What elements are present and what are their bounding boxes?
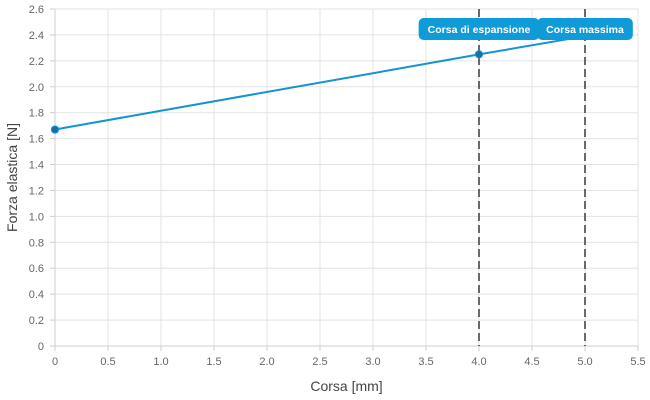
axes	[50, 8, 639, 351]
y-axis-title: Forza elastica [N]	[4, 123, 20, 232]
y-tick-label: 1.4	[29, 160, 44, 172]
annotation-label: Corsa massima	[546, 24, 624, 36]
y-tick-labels: 0 0.2 0.4 0.6 0.8 1.0 1.2 1.4 1.6 1.8 2.0 2.2 2.4 2.6	[29, 4, 44, 353]
x-tick-label: 1.0	[153, 356, 168, 368]
x-tick-label: 2.0	[259, 356, 274, 368]
y-tick-label: 2.4	[29, 30, 44, 42]
data-point	[474, 50, 484, 59]
y-tick-label: 0	[38, 341, 44, 353]
y-tick-label: 2.2	[29, 56, 44, 68]
x-tick-label: 3.5	[418, 356, 433, 368]
x-tick-label: 5.0	[577, 356, 592, 368]
x-tick-label: 0	[52, 356, 58, 368]
data-point	[50, 125, 60, 134]
y-tick-label: 1.2	[29, 185, 44, 197]
x-tick-label: 4.5	[524, 356, 539, 368]
annotation-lines	[478, 9, 586, 346]
annotation-badge-bg	[537, 18, 633, 40]
y-tick-label: 1.8	[29, 108, 44, 120]
x-tick-labels: 0 0.5 1.0 1.5 2.0 2.5 3.0 3.5 4.0 4.5 5.0 5.5	[52, 356, 646, 368]
annotation-label: Corsa di espansione	[428, 24, 531, 36]
x-axis-title: Corsa [mm]	[310, 378, 382, 394]
annotation-badge-bg	[418, 18, 540, 40]
y-tick-label: 1.6	[29, 134, 44, 146]
y-tick-label: 0.2	[29, 315, 44, 327]
y-tick-label: 2.0	[29, 82, 44, 94]
series-group	[50, 35, 586, 134]
annotation-badges: Corsa di espansione Corsa massima	[418, 18, 633, 40]
x-tick-label: 2.5	[312, 356, 327, 368]
y-tick-label: 0.6	[29, 263, 44, 275]
annotation-badge: Corsa massima	[537, 18, 633, 40]
y-tick-label: 2.6	[29, 4, 44, 16]
x-tick-label: 5.5	[630, 356, 645, 368]
y-tick-label: 0.8	[29, 237, 44, 249]
annotation-badge: Corsa di espansione	[418, 18, 540, 40]
x-tick-label: 4.0	[471, 356, 486, 368]
y-tick-label: 1.0	[29, 211, 44, 223]
y-tick-label: 0.4	[29, 289, 44, 301]
x-tick-label: 0.5	[100, 356, 115, 368]
x-tick-label: 1.5	[206, 356, 221, 368]
x-tick-label: 3.0	[365, 356, 380, 368]
grid	[54, 8, 639, 347]
